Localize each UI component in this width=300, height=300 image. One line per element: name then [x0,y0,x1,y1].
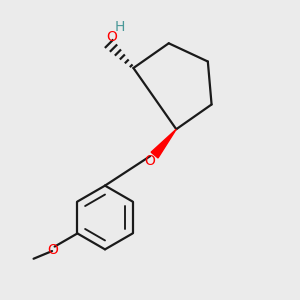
Polygon shape [151,129,176,158]
Text: O: O [145,154,155,168]
Text: H: H [115,20,125,34]
Text: O: O [47,243,58,256]
Text: O: O [106,30,117,44]
